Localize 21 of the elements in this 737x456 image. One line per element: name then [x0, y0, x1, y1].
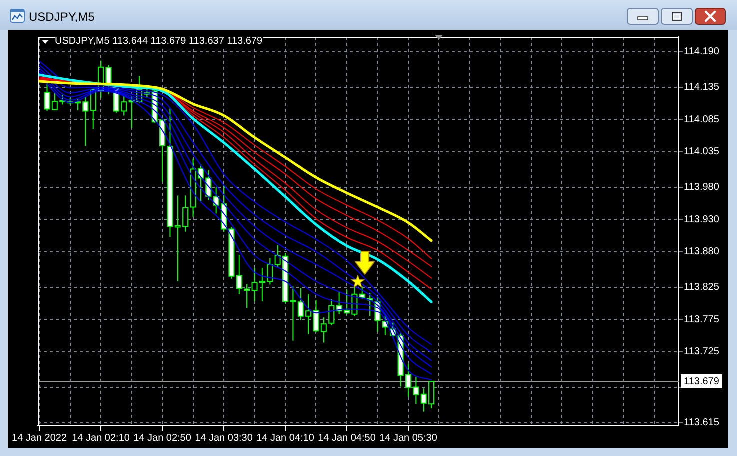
y-tick-label: 113.825	[684, 282, 720, 294]
chart-title: USDJPY,M5	[29, 10, 95, 24]
x-tick-label: 14 Jan 02:50	[134, 432, 192, 444]
y-tick-label: 113.980	[684, 182, 720, 194]
y-tick-label: 113.880	[684, 246, 720, 258]
x-tick-label: 14 Jan 03:30	[195, 432, 254, 444]
x-tick-label: 14 Jan 02:10	[72, 432, 130, 444]
x-tick-label: 14 Jan 05:30	[380, 432, 438, 444]
y-tick-label: 113.775	[684, 314, 720, 326]
y-tick-label: 113.930	[684, 214, 720, 226]
y-tick-label: 114.085	[684, 114, 720, 126]
chart-subtitle: USDJPY,M5 113.644 113.679 113.637 113.679	[55, 36, 263, 47]
y-tick-label: 114.135	[684, 82, 720, 94]
y-tick-label: 114.190	[684, 46, 720, 58]
x-tick-label: 14 Jan 2022	[12, 432, 68, 444]
y-tick-label: 113.615	[684, 418, 720, 429]
ref-line-label: 113.679	[684, 376, 720, 388]
x-tick-label: 14 Jan 04:10	[256, 432, 315, 444]
y-tick-label: 114.035	[684, 146, 720, 158]
x-tick-label: 14 Jan 04:50	[318, 432, 376, 444]
y-tick-label: 113.725	[684, 346, 720, 358]
